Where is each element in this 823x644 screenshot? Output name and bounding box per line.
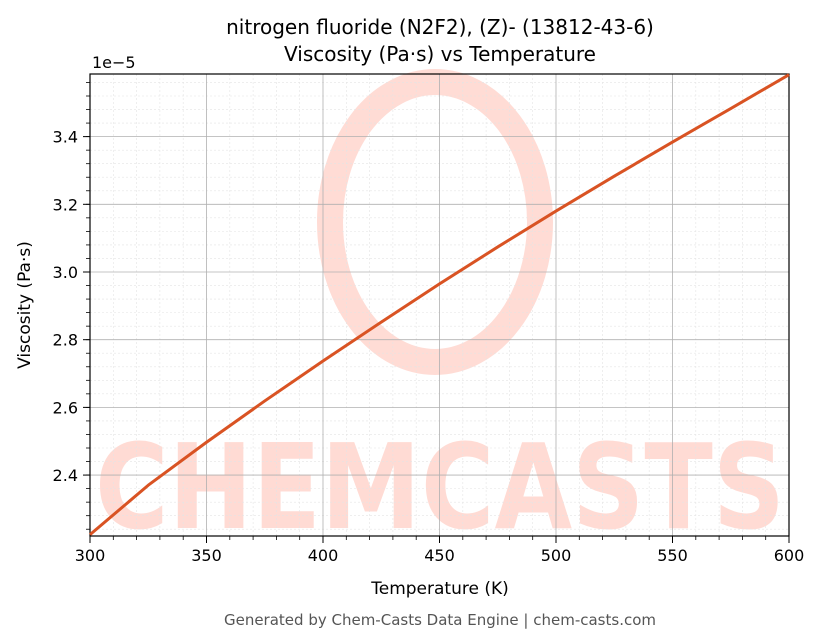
x-tick-label: 550 bbox=[657, 546, 688, 565]
y-axis-ticks: 2.4 2.6 2.8 3.0 3.2 3.4 bbox=[53, 82, 90, 530]
x-tick-label: 350 bbox=[191, 546, 222, 565]
x-tick-label: 300 bbox=[75, 546, 106, 565]
y-tick-label: 3.4 bbox=[53, 128, 78, 147]
y-tick-label: 2.6 bbox=[53, 398, 78, 417]
x-tick-label: 400 bbox=[308, 546, 339, 565]
y-tick-label: 3.2 bbox=[53, 195, 78, 214]
y-tick-label: 3.0 bbox=[53, 263, 78, 282]
watermark-logo-ring bbox=[317, 69, 553, 375]
y-offset-label: 1e−5 bbox=[92, 53, 136, 72]
footer-text: Generated by Chem-Casts Data Engine | ch… bbox=[224, 611, 656, 629]
x-axis-label: Temperature (K) bbox=[370, 579, 509, 599]
y-tick-label: 2.4 bbox=[53, 466, 78, 485]
chart-title: nitrogen fluoride (N2F2), (Z)- (13812-43… bbox=[226, 15, 654, 39]
y-axis-label: Viscosity (Pa·s) bbox=[15, 241, 35, 369]
chart-subtitle: Viscosity (Pa·s) vs Temperature bbox=[284, 42, 596, 66]
series-line-viscosity bbox=[89, 73, 790, 536]
x-tick-label: 450 bbox=[424, 546, 455, 565]
watermark: CHEMCASTS bbox=[95, 69, 785, 556]
x-tick-label: 500 bbox=[541, 546, 572, 565]
y-tick-label: 2.8 bbox=[53, 331, 78, 350]
x-tick-label: 600 bbox=[774, 546, 805, 565]
x-axis-ticks: 300 350 400 450 500 550 600 bbox=[75, 536, 805, 565]
watermark-text: CHEMCASTS bbox=[95, 418, 785, 556]
